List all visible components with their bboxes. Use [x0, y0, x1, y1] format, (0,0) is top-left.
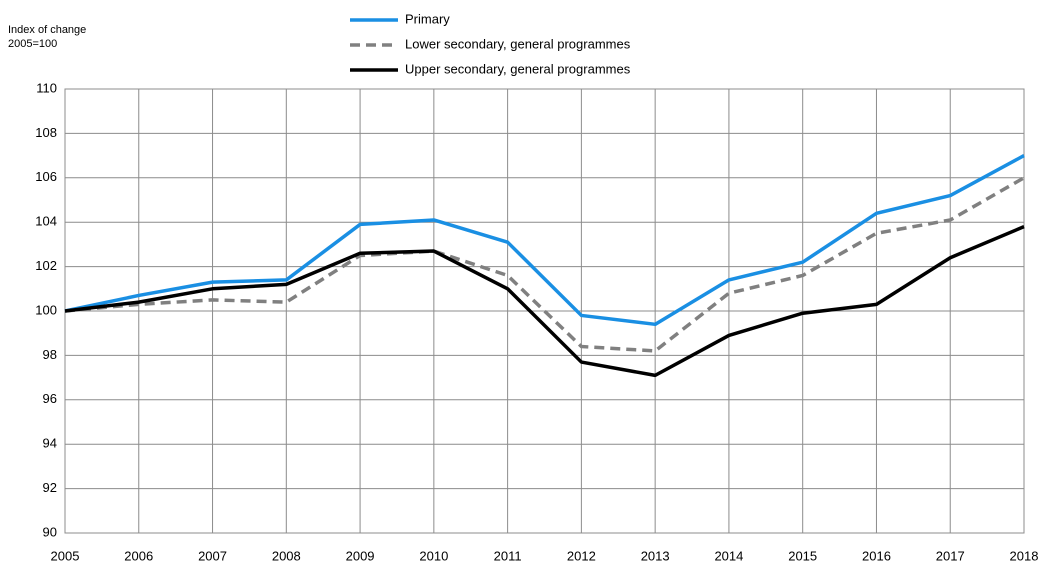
y-tick-label: 104 — [35, 214, 57, 229]
y-tick-label: 100 — [35, 302, 57, 317]
y-tick-label: 98 — [43, 347, 57, 362]
series-line — [64, 225, 1025, 378]
legend-label: Primary — [405, 11, 450, 26]
series-line — [64, 176, 1025, 353]
x-tick-label: 2015 — [788, 548, 817, 563]
y-tick-label: 96 — [43, 391, 57, 406]
y-tick-label: 102 — [35, 258, 57, 273]
x-tick-label: 2017 — [936, 548, 965, 563]
x-tick-label: 2013 — [641, 548, 670, 563]
series-line — [64, 154, 1025, 327]
legend-label: Upper secondary, general programmes — [405, 61, 631, 76]
x-tick-label: 2009 — [346, 548, 375, 563]
y-tick-label: 108 — [35, 125, 57, 140]
legend-label: Lower secondary, general programmes — [405, 36, 631, 51]
x-tick-label: 2008 — [272, 548, 301, 563]
y-tick-label: 106 — [35, 169, 57, 184]
x-tick-label: 2016 — [862, 548, 891, 563]
y-tick-label: 92 — [43, 480, 57, 495]
x-tick-label: 2005 — [51, 548, 80, 563]
y-tick-label: 110 — [36, 80, 57, 95]
y-axis-label: 2005=100 — [8, 38, 57, 50]
x-tick-label: 2006 — [124, 548, 153, 563]
x-tick-label: 2018 — [1010, 548, 1039, 563]
y-tick-label: 90 — [43, 524, 57, 539]
y-axis-label: Index of change — [8, 24, 86, 36]
x-tick-label: 2012 — [567, 548, 596, 563]
x-tick-label: 2014 — [714, 548, 743, 563]
x-tick-label: 2011 — [494, 548, 522, 563]
x-tick-label: 2010 — [419, 548, 448, 563]
x-tick-label: 2007 — [198, 548, 227, 563]
y-tick-label: 94 — [43, 436, 57, 451]
